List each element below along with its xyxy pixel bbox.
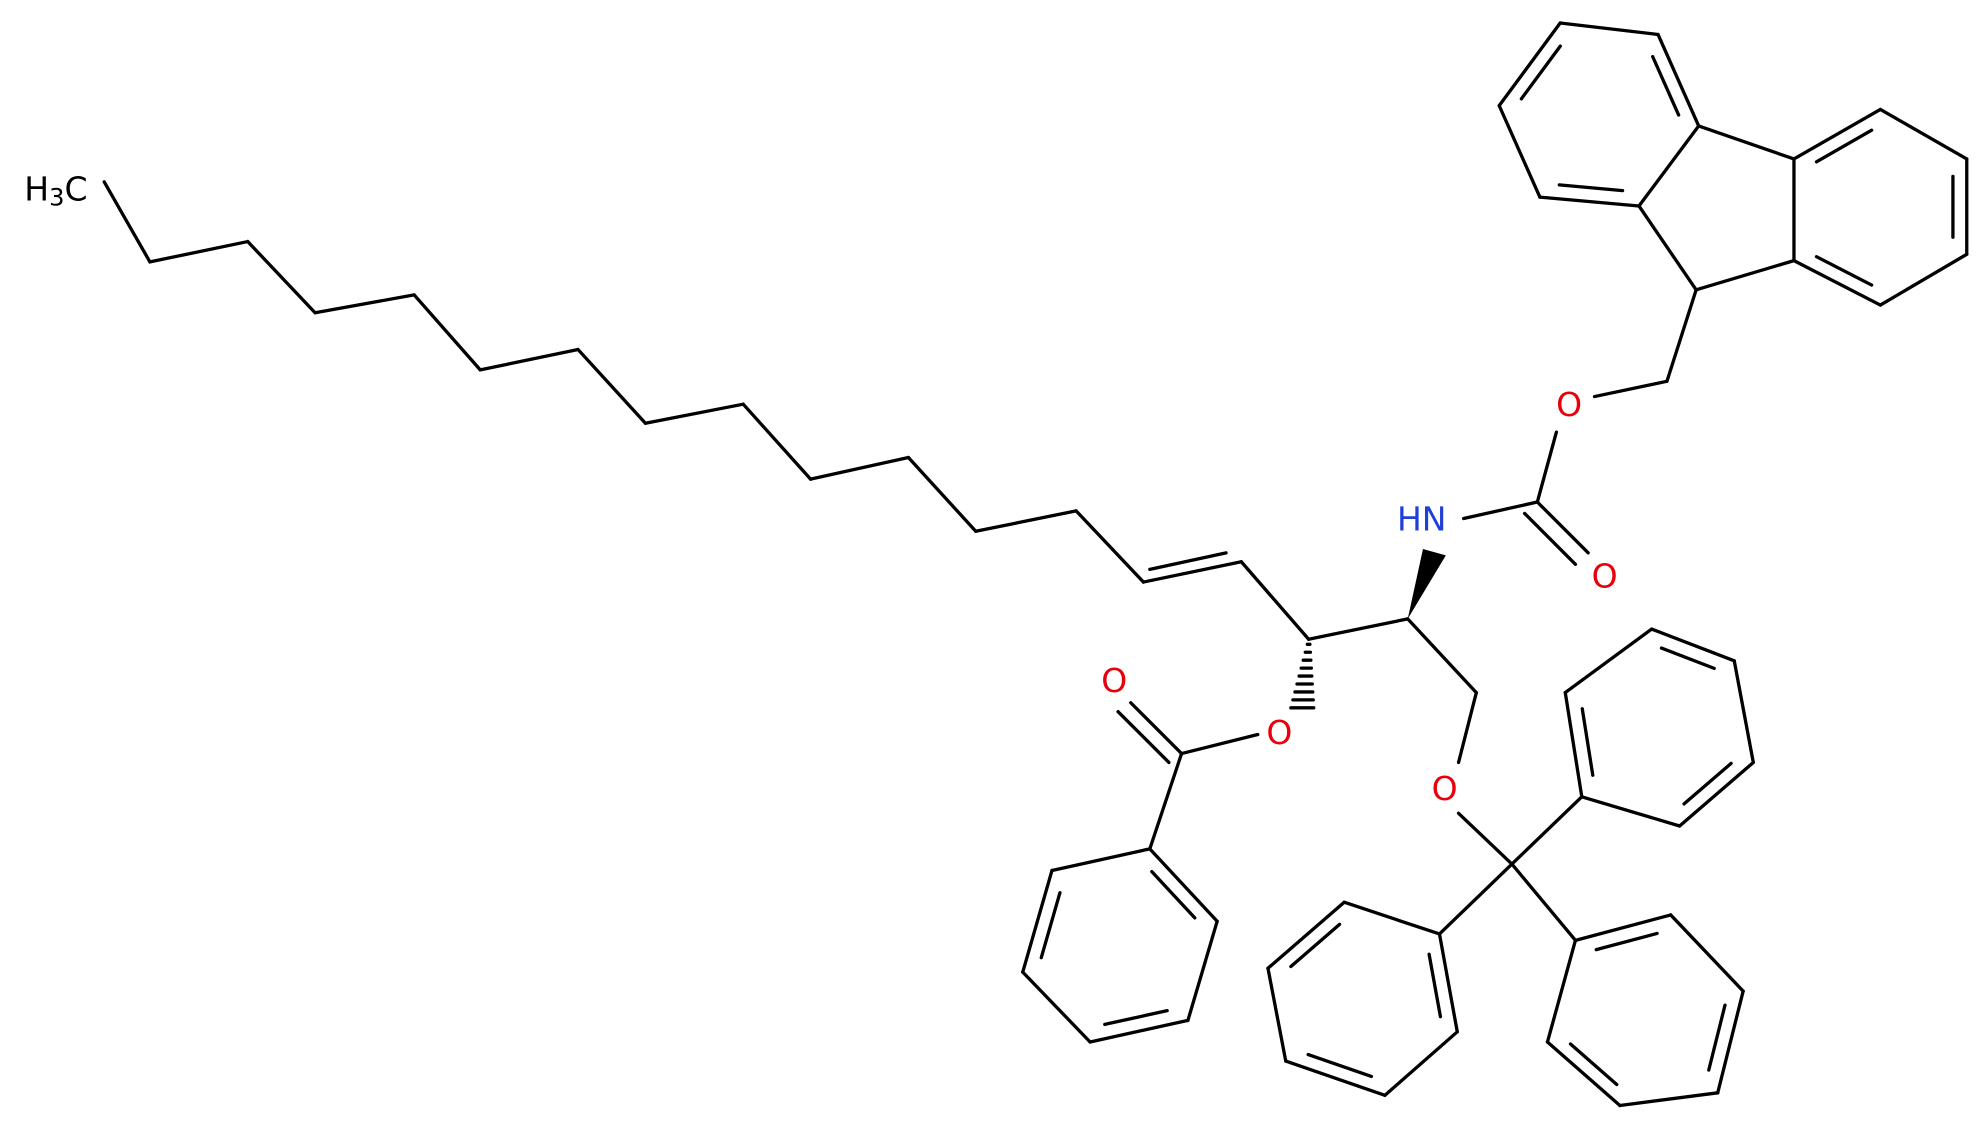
- bond: [1179, 732, 1260, 756]
- bond: [1406, 617, 1478, 695]
- wedge-bond: [1407, 549, 1446, 619]
- aromatic-inner: [1659, 646, 1716, 671]
- aromatic-inner: [1557, 183, 1625, 193]
- bond: [148, 239, 250, 264]
- bond: [1878, 252, 1969, 307]
- bond: [1266, 966, 1288, 1063]
- atom-h: H: [24, 169, 49, 208]
- bond: [313, 293, 416, 315]
- bond: [1437, 932, 1459, 1034]
- bond: [1461, 500, 1539, 521]
- bond: [1437, 862, 1514, 936]
- bond: [1088, 1018, 1190, 1044]
- bond: [1732, 659, 1755, 765]
- bond: [1342, 900, 1442, 936]
- bond: [1545, 1040, 1622, 1108]
- bond: [1656, 32, 1701, 128]
- bond: [974, 509, 1078, 533]
- bond: [1545, 938, 1578, 1044]
- aromatic-inner: [1814, 128, 1874, 164]
- methyl-label: H3C: [24, 169, 87, 211]
- aromatic-inner: [1707, 1003, 1727, 1072]
- bond: [1456, 690, 1478, 765]
- aromatic-inner: [1580, 707, 1595, 777]
- aromatic-inner: [1682, 761, 1733, 806]
- bond: [1074, 509, 1146, 584]
- bond: [1592, 379, 1669, 399]
- bond: [1677, 760, 1755, 828]
- double-bond-inner: [1116, 709, 1171, 765]
- aromatic-inner: [1039, 891, 1062, 960]
- bond: [1148, 751, 1184, 851]
- bond: [246, 239, 317, 315]
- bond: [1284, 1059, 1387, 1097]
- bond: [1716, 989, 1745, 1095]
- atom-label: O: [1432, 769, 1458, 808]
- atom-label: O: [1556, 385, 1582, 424]
- atom-label: O: [1101, 661, 1127, 700]
- aromatic-inner: [1519, 44, 1562, 101]
- bond: [1141, 560, 1243, 584]
- aromatic-inner: [1568, 1042, 1619, 1087]
- bond: [1665, 288, 1698, 383]
- bond: [1558, 21, 1660, 37]
- bond: [1538, 195, 1641, 208]
- bond: [1148, 847, 1219, 923]
- bond: [1637, 204, 1698, 292]
- aromatic-inner: [1150, 870, 1197, 920]
- bond: [412, 293, 482, 372]
- bond: [1792, 258, 1883, 307]
- bond: [1618, 1091, 1720, 1108]
- bond: [1535, 500, 1590, 555]
- bond: [1186, 919, 1219, 1023]
- bond: [1129, 701, 1184, 756]
- bond: [1456, 811, 1514, 866]
- bond: [906, 455, 978, 533]
- double-bond-inner: [1522, 511, 1578, 566]
- aromatic-inner: [1103, 1008, 1169, 1027]
- bond: [1239, 560, 1311, 641]
- bond: [478, 347, 580, 372]
- atom-subscript: 3: [49, 183, 64, 211]
- bond: [1497, 21, 1562, 108]
- bond: [1535, 430, 1559, 504]
- bond: [1694, 258, 1796, 292]
- bond: [1510, 862, 1578, 942]
- bond: [1650, 627, 1736, 663]
- bond: [102, 180, 152, 264]
- bond: [643, 402, 745, 425]
- aromatic-inner: [1814, 255, 1874, 287]
- bond: [1021, 868, 1054, 974]
- bond: [1563, 690, 1584, 799]
- bond: [1266, 900, 1346, 970]
- aromatic-inner: [1594, 931, 1659, 952]
- bond: [1573, 913, 1673, 942]
- bond: [1383, 1030, 1459, 1097]
- aromatic-inner: [1651, 54, 1681, 117]
- atom-label: O: [1592, 557, 1618, 596]
- bond: [1306, 617, 1410, 641]
- bond: [1050, 847, 1152, 873]
- bond: [808, 455, 911, 481]
- bond: [576, 347, 648, 425]
- bond: [1637, 124, 1701, 208]
- bond: [1580, 795, 1682, 828]
- bond: [1792, 107, 1883, 161]
- bond: [1021, 970, 1092, 1044]
- bond: [1510, 795, 1584, 866]
- aromatic-inner: [1306, 1052, 1374, 1079]
- bond: [1497, 103, 1542, 199]
- aromatic-inner: [1427, 952, 1443, 1019]
- bond: [1878, 107, 1969, 161]
- bond: [1669, 913, 1745, 993]
- bond: [1697, 124, 1796, 161]
- double-bond-inner: [1148, 551, 1228, 572]
- atom-c: C: [64, 169, 87, 208]
- bond: [1563, 627, 1654, 695]
- aromatic-inner: [1289, 922, 1342, 969]
- atom-label: O: [1266, 713, 1292, 752]
- bond: [741, 402, 813, 481]
- atom-label: HN: [1397, 500, 1447, 539]
